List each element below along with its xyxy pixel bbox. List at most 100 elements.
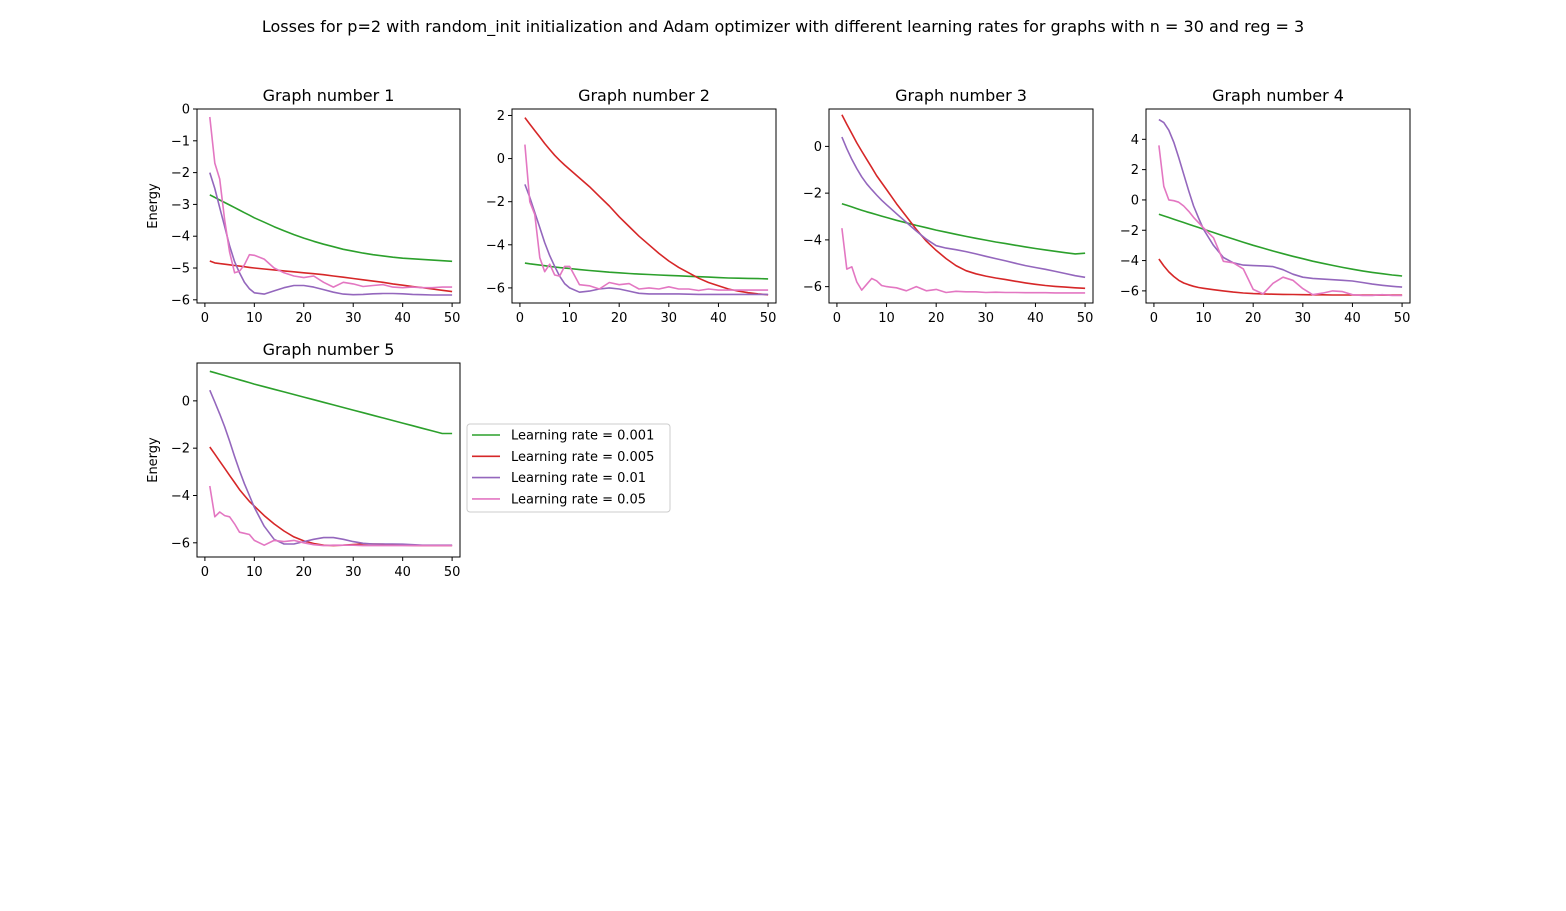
x-tick-label: 40 <box>1027 311 1044 326</box>
x-tick-label: 20 <box>296 311 313 326</box>
x-tick-label: 50 <box>444 565 461 580</box>
series-line-4 <box>841 228 1086 294</box>
x-tick-label: 0 <box>833 311 841 326</box>
subplot-title: Graph number 3 <box>895 86 1027 105</box>
x-tick-label: 50 <box>444 311 461 326</box>
x-tick-label: 50 <box>760 311 777 326</box>
y-tick-label: −4 <box>1120 254 1139 269</box>
figure-title: Losses for p=2 with random_init initiali… <box>262 17 1304 37</box>
y-tick-label: −4 <box>803 233 822 248</box>
x-tick-label: 40 <box>394 311 411 326</box>
axes-frame <box>1145 108 1411 304</box>
x-tick-label: 30 <box>1295 311 1312 326</box>
legend-label: Learning rate = 0.001 <box>511 429 654 444</box>
y-tick-label: 0 <box>182 394 190 409</box>
legend-label: Learning rate = 0.05 <box>511 492 646 507</box>
x-tick-label: 30 <box>345 565 362 580</box>
axes-frame <box>511 108 777 304</box>
y-tick-label: −5 <box>171 262 190 277</box>
axes-frame <box>196 108 461 304</box>
x-tick-label: 10 <box>246 311 263 326</box>
x-tick-label: 10 <box>246 565 263 580</box>
y-tick-label: −2 <box>171 442 190 457</box>
legend: Learning rate = 0.001 Learning rate = 0.0… <box>466 423 671 513</box>
y-tick-label: −2 <box>486 195 505 210</box>
subplot-title: Graph number 1 <box>263 86 395 105</box>
x-tick-label: 0 <box>201 565 209 580</box>
y-tick-label: −6 <box>171 293 190 308</box>
subplot-title: Graph number 4 <box>1212 86 1344 105</box>
y-tick-label: −6 <box>1120 284 1139 299</box>
series-line-1 <box>1158 213 1403 277</box>
x-tick-label: 20 <box>296 565 313 580</box>
series-line-1 <box>841 202 1086 255</box>
series-line-4 <box>209 485 453 547</box>
series-line-3 <box>524 184 769 296</box>
series-line-3 <box>841 136 1086 279</box>
subplot-title: Graph number 5 <box>263 340 395 359</box>
legend-label: Learning rate = 0.01 <box>511 471 646 486</box>
axes-frame <box>196 362 461 558</box>
x-tick-label: 40 <box>1344 311 1361 326</box>
x-tick-label: 10 <box>878 311 895 326</box>
series-line-3 <box>209 172 453 296</box>
y-axis-label: Energy <box>146 437 161 483</box>
subplot-5: 0 10 20 30 40 50 0 −2 −4 −6 Graph number 5 Energy <box>146 340 461 580</box>
y-tick-label: −6 <box>486 281 505 296</box>
y-tick-label: 2 <box>1131 163 1139 178</box>
y-tick-label: 0 <box>814 140 822 155</box>
x-tick-label: 30 <box>345 311 362 326</box>
series-line-4 <box>524 144 769 292</box>
subplot-1: 0 10 20 30 40 50 0 −1 −2 −3 −4 −5 −6 Graph number 1 En… <box>146 86 461 326</box>
series-line-2 <box>209 260 453 293</box>
series-line-4 <box>1158 145 1403 297</box>
x-tick-label: 50 <box>1077 311 1094 326</box>
y-tick-label: −6 <box>803 280 822 295</box>
x-tick-label: 0 <box>1150 311 1158 326</box>
series-line-4 <box>209 116 453 289</box>
x-tick-label: 30 <box>661 311 678 326</box>
y-tick-label: 4 <box>1131 133 1139 148</box>
x-tick-label: 20 <box>1245 311 1262 326</box>
axes-frame <box>828 108 1094 304</box>
series-line-3 <box>1158 118 1403 288</box>
y-tick-label: −4 <box>171 489 190 504</box>
legend-label: Learning rate = 0.005 <box>511 450 654 465</box>
y-tick-label: −3 <box>171 198 190 213</box>
y-tick-label: −2 <box>803 187 822 202</box>
y-tick-label: −2 <box>1120 224 1139 239</box>
series-line-3 <box>209 389 453 546</box>
series-line-1 <box>209 194 453 263</box>
x-tick-label: 20 <box>928 311 945 326</box>
series-lines <box>524 117 769 296</box>
y-axis-label: Energy <box>146 183 161 229</box>
series-lines <box>209 370 453 547</box>
y-tick-label: −6 <box>171 536 190 551</box>
y-tick-label: 2 <box>497 109 505 124</box>
x-tick-label: 0 <box>201 311 209 326</box>
y-tick-label: 0 <box>497 152 505 167</box>
series-line-2 <box>524 117 769 296</box>
series-lines <box>841 114 1086 294</box>
x-tick-label: 0 <box>516 311 524 326</box>
x-tick-label: 40 <box>710 311 727 326</box>
series-line-2 <box>841 114 1086 290</box>
y-tick-label: −4 <box>171 230 190 245</box>
x-tick-label: 50 <box>1394 311 1411 326</box>
series-line-1 <box>209 370 453 435</box>
series-lines <box>209 116 453 296</box>
x-tick-label: 40 <box>394 565 411 580</box>
x-tick-label: 10 <box>1195 311 1212 326</box>
x-tick-label: 10 <box>561 311 578 326</box>
x-tick-label: 20 <box>611 311 628 326</box>
y-tick-label: −4 <box>486 238 505 253</box>
x-tick-label: 30 <box>978 311 995 326</box>
subplot-title: Graph number 2 <box>578 86 710 105</box>
series-lines <box>1158 118 1403 297</box>
y-tick-label: 0 <box>182 103 190 118</box>
y-tick-label: 0 <box>1131 193 1139 208</box>
